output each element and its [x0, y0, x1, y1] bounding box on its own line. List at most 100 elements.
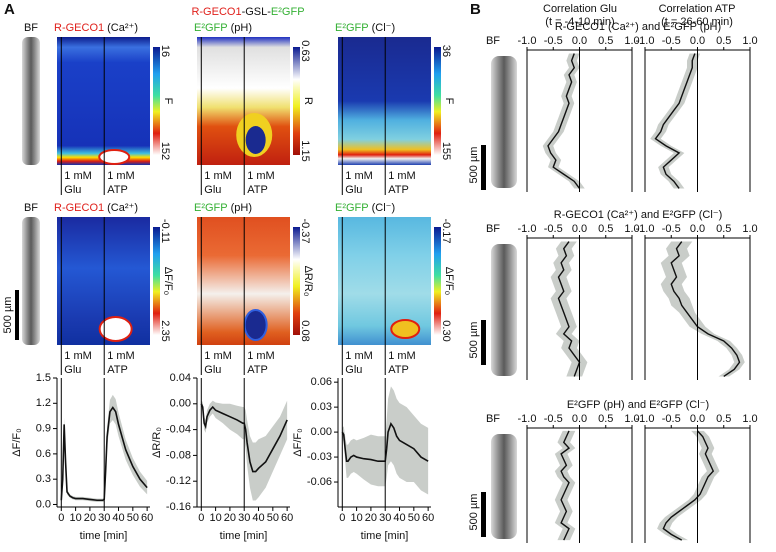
x-tick-label: 50	[267, 512, 279, 524]
y-tick-label: 0.06	[311, 376, 332, 388]
bf-label: BF	[24, 22, 38, 34]
y-tick-label: -0.06	[307, 476, 332, 488]
stimulus-label: ATP	[388, 364, 409, 376]
stimulus-label: 1 mM	[345, 350, 373, 362]
y-axis-label: ΔR/R₀	[151, 427, 163, 458]
heatmap	[197, 217, 290, 345]
stimulus-label: 1 mM	[64, 350, 92, 362]
y-tick-label: 0.00	[170, 398, 191, 410]
x-tick-label: -0.5	[662, 223, 681, 235]
x-tick-label: -1.0	[518, 223, 537, 235]
title-part: E²GFP	[271, 6, 305, 18]
x-tick-label: 10	[209, 512, 221, 524]
scale-bar	[481, 320, 486, 365]
stimulus-label: ATP	[388, 184, 409, 196]
scale-bar-label: 500 µm	[2, 297, 14, 334]
colorbar-tick-label: 0.30	[440, 320, 452, 341]
heatmap-feature	[98, 316, 133, 342]
bf-image	[491, 56, 517, 188]
panel-label: B	[470, 1, 481, 18]
y-tick-label: 0.03	[311, 401, 332, 413]
profile-line	[557, 241, 581, 377]
scale-bar	[481, 492, 486, 537]
colorbar	[153, 227, 160, 335]
bf-image	[22, 37, 40, 165]
bf-image	[22, 217, 40, 345]
stimulus-label: ATP	[107, 364, 128, 376]
y-tick-label: 0.3	[36, 473, 51, 485]
x-tick-label: 0.5	[716, 35, 731, 47]
x-tick-label: -1.0	[636, 223, 655, 235]
profile-line	[654, 53, 696, 189]
ion-name: (Ca²⁺)	[107, 22, 138, 34]
stimulus-label: Glu	[345, 184, 362, 196]
bf-image	[491, 244, 517, 376]
heatmap-title: R-GECO1 (Ca²⁺)	[54, 22, 138, 34]
y-tick-label: -0.04	[166, 424, 191, 436]
profile-line	[670, 241, 741, 378]
colorbar-tick-label: 155	[440, 142, 452, 160]
x-tick-label: -0.5	[662, 35, 681, 47]
x-tick-label: 20	[84, 512, 96, 524]
sensor-name: R-GECO1	[54, 22, 104, 34]
x-tick-label: 20	[224, 512, 236, 524]
x-tick-label: 0.0	[690, 223, 705, 235]
x-tick-label: 30	[238, 512, 250, 524]
title-part: -GSL-	[242, 6, 272, 18]
x-tick-label: 1.0	[742, 35, 757, 47]
data-line	[341, 422, 429, 463]
sensor-name: E²GFP	[335, 202, 369, 214]
scale-bar	[15, 290, 19, 340]
ion-name: (Cl⁻)	[372, 202, 396, 214]
title-part: R-GECO1	[191, 6, 241, 18]
y-tick-label: -0.08	[166, 449, 191, 461]
sensor-name: E²GFP	[194, 202, 228, 214]
x-tick-label: -0.5	[544, 35, 563, 47]
x-tick-label: 0	[198, 512, 204, 524]
x-tick-label: -1.0	[518, 35, 537, 47]
colorbar-label: F	[162, 98, 174, 105]
stimulus-label: 1 mM	[204, 350, 232, 362]
stimulus-label: 1 mM	[204, 170, 232, 182]
heatmap-title: R-GECO1 (Ca²⁺)	[54, 202, 138, 214]
x-tick-label: 0.5	[598, 413, 613, 425]
row-title: R-GECO1 (Ca²⁺) and E²GFP (pH)	[555, 21, 721, 33]
scale-bar-label: 500 µm	[468, 494, 480, 531]
stimulus-label: 1 mM	[388, 170, 416, 182]
y-tick-label: 0.9	[36, 422, 51, 434]
stimulus-label: 1 mM	[247, 170, 275, 182]
error-band	[542, 53, 585, 189]
x-tick-label: 40	[393, 512, 405, 524]
data-line	[200, 403, 288, 473]
colorbar	[434, 47, 441, 155]
row-title: E²GFP (pH) and E²GFP (Cl⁻)	[567, 399, 709, 411]
profile-line	[560, 430, 571, 541]
stimulus-label: Glu	[64, 364, 81, 376]
error-band	[657, 430, 720, 541]
y-tick-label: 1.2	[36, 397, 51, 409]
y-tick-label: -0.16	[166, 501, 191, 513]
x-tick-label: 0.0	[572, 35, 587, 47]
y-tick-label: 0.00	[311, 426, 332, 438]
sensor-name: E²GFP	[194, 22, 228, 34]
colorbar	[153, 47, 160, 155]
x-tick-label: 0.5	[598, 35, 613, 47]
colorbar	[293, 47, 300, 155]
colorbar-tick-label: 0.08	[299, 320, 311, 341]
colorbar-tick-label: -0.37	[299, 218, 311, 243]
column-header: (t = 26-60 min)	[661, 16, 733, 28]
stimulus-label: 1 mM	[345, 170, 373, 182]
colorbar-tick-label: 0.63	[299, 40, 311, 61]
bf-image	[491, 434, 517, 539]
stimulus-label: ATP	[247, 184, 268, 196]
colorbar-label: ΔR/R₀	[302, 266, 314, 297]
figure-title: R-GECO1-GSL-E²GFP	[191, 6, 304, 18]
x-axis-label: time [min]	[220, 530, 268, 542]
x-tick-label: -1.0	[518, 413, 537, 425]
y-tick-label: -0.03	[307, 451, 332, 463]
stimulus-label: ATP	[107, 184, 128, 196]
x-tick-label: 60	[422, 512, 434, 524]
heatmap-title: E²GFP (pH)	[194, 22, 252, 34]
